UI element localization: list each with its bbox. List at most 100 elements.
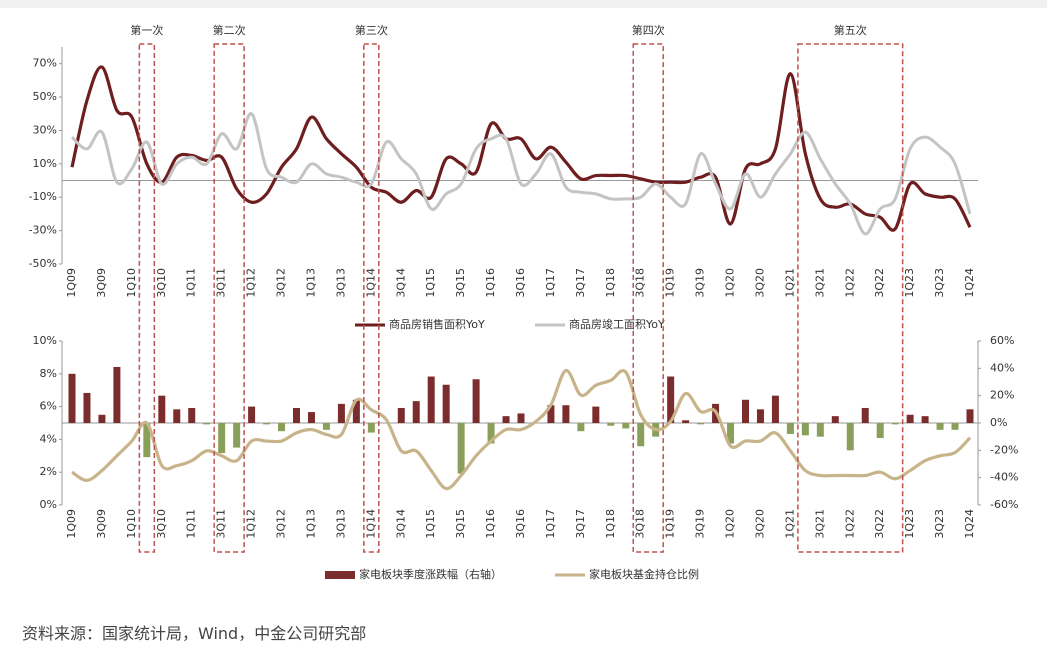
top-shade	[0, 0, 1047, 8]
x-tick-label: 3Q10	[155, 268, 168, 298]
x-tick-label: 1Q15	[424, 509, 437, 539]
bar	[397, 407, 405, 423]
bar	[293, 407, 300, 423]
x-tick-label: 1Q09	[65, 268, 78, 298]
y2-tick-label: 0%	[990, 416, 1007, 429]
annotation-label: 第一次	[130, 23, 163, 37]
bar	[502, 416, 510, 423]
x-tick-label: 3Q09	[95, 509, 108, 539]
bar	[367, 423, 375, 433]
bar	[697, 423, 705, 425]
y2-tick-label: -40%	[990, 471, 1018, 484]
bar	[891, 423, 899, 425]
bar	[188, 407, 196, 423]
y-tick-label: -30%	[29, 224, 57, 237]
x-tick-label: 1Q20	[724, 268, 737, 298]
bar	[143, 423, 151, 458]
x-tick-label: 3Q16	[514, 509, 527, 539]
bar	[682, 420, 690, 423]
bar	[831, 416, 839, 423]
bar	[966, 409, 974, 423]
x-tick-label: 1Q15	[424, 268, 437, 298]
bar	[771, 395, 779, 423]
x-tick-label: 3Q18	[634, 268, 647, 298]
bar	[637, 423, 645, 447]
x-tick-label: 3Q17	[574, 509, 587, 539]
bar	[667, 376, 675, 423]
x-tick-label: 3Q12	[275, 509, 288, 539]
bar	[517, 413, 525, 423]
x-tick-label: 1Q23	[903, 509, 916, 539]
bar	[951, 423, 959, 430]
x-tick-label: 3Q21	[813, 509, 826, 539]
x-tick-label: 3Q19	[694, 509, 707, 539]
bar	[68, 373, 76, 423]
y2-tick-label: 20%	[990, 389, 1014, 402]
bar	[337, 403, 345, 423]
legend-label: 商品房销售面积YoY	[389, 317, 485, 331]
x-tick-label: 3Q15	[454, 509, 467, 539]
bar	[173, 409, 181, 423]
annotation-label: 第四次	[632, 23, 665, 37]
x-tick-label: 3Q15	[454, 268, 467, 298]
x-tick-label: 1Q13	[304, 509, 317, 539]
x-tick-label: 1Q18	[604, 268, 617, 298]
bar	[876, 423, 884, 439]
annotation-label: 第三次	[355, 23, 388, 37]
legend-swatch	[325, 571, 355, 579]
bar	[412, 401, 420, 423]
x-tick-label: 3Q14	[394, 509, 407, 539]
y-tick-label: 30%	[33, 123, 57, 136]
y-tick-label: -50%	[29, 257, 57, 270]
annotation-box	[797, 43, 904, 553]
x-tick-label: 1Q11	[185, 509, 198, 539]
bar	[921, 416, 929, 423]
x-tick-label: 1Q21	[783, 268, 796, 298]
bar	[442, 384, 450, 423]
y-tick-label: 8%	[40, 367, 57, 380]
x-tick-label: 3Q20	[753, 509, 766, 539]
annotation-box	[632, 43, 664, 553]
x-tick-label: 1Q12	[245, 268, 258, 298]
x-tick-label: 1Q16	[484, 268, 497, 298]
x-tick-label: 1Q11	[185, 268, 198, 298]
x-tick-label: 1Q14	[364, 268, 377, 298]
line	[70, 65, 972, 232]
x-tick-label: 1Q14	[364, 509, 377, 539]
bar	[936, 423, 944, 430]
legend-label: 家电板块基金持仓比例	[589, 567, 699, 581]
x-tick-label: 1Q22	[843, 268, 856, 298]
x-tick-label: 3Q20	[753, 268, 766, 298]
bar	[113, 366, 121, 423]
bar	[322, 423, 330, 430]
y-tick-label: 70%	[33, 57, 57, 70]
y2-tick-label: -20%	[990, 443, 1018, 456]
bar	[248, 406, 256, 423]
x-tick-label: 1Q12	[245, 509, 258, 539]
source-note: 资料来源：国家统计局，Wind，中金公司研究部	[22, 624, 367, 643]
x-tick-label: 1Q19	[664, 509, 677, 539]
x-tick-label: 1Q21	[783, 509, 796, 539]
x-tick-label: 1Q23	[903, 268, 916, 298]
x-tick-label: 3Q19	[694, 268, 707, 298]
y2-tick-label: -60%	[990, 498, 1018, 511]
x-tick-label: 1Q10	[125, 268, 138, 298]
x-tick-label: 1Q18	[604, 509, 617, 539]
x-tick-label: 3Q16	[514, 268, 527, 298]
line	[71, 368, 972, 491]
annotation-box	[213, 43, 245, 553]
x-tick-label: 3Q18	[634, 509, 647, 539]
annotation-box	[138, 43, 156, 553]
bar	[607, 423, 615, 426]
x-tick-label: 1Q13	[304, 268, 317, 298]
x-tick-label: 1Q20	[724, 509, 737, 539]
x-tick-label: 1Q24	[963, 509, 976, 539]
x-tick-label: 3Q23	[933, 509, 946, 539]
chart: -50% -30% -10% 10% 30% 50% 70% 1Q09 3Q09 1Q10 3Q10…	[0, 0, 1047, 581]
x-tick-label: 3Q13	[334, 509, 347, 539]
x-tick-label: 3Q09	[95, 268, 108, 298]
bar	[278, 423, 286, 432]
bar	[756, 409, 764, 423]
bar	[592, 406, 600, 423]
